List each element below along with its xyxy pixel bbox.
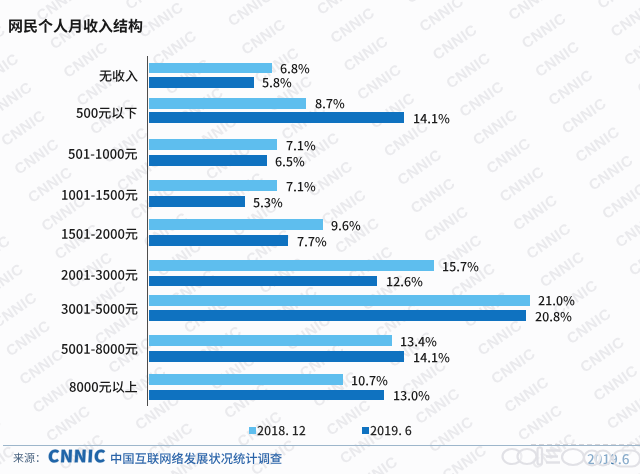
- svg-text:CNNIC: CNNIC: [607, 0, 640, 40]
